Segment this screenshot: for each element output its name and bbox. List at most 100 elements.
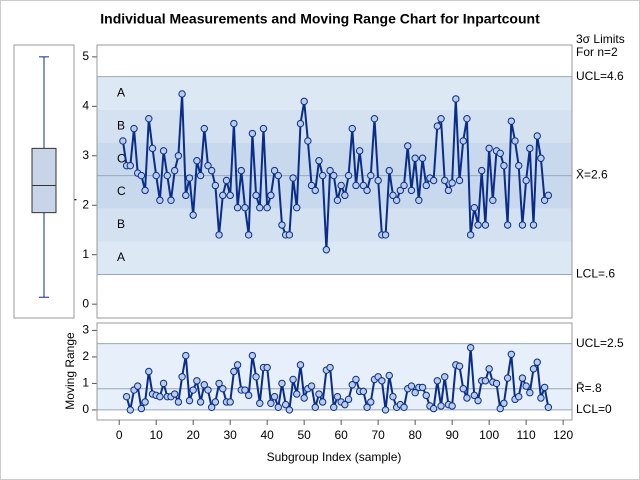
point	[152, 171, 160, 180]
point	[244, 391, 253, 400]
x-tick-label: 50	[297, 428, 311, 442]
zone-band	[97, 208, 572, 242]
y-axis-label: Moving Range	[63, 332, 77, 410]
point	[381, 231, 390, 239]
zone-label: C	[117, 184, 126, 198]
point	[311, 186, 319, 195]
point	[267, 191, 275, 200]
point	[215, 231, 223, 239]
point	[507, 117, 516, 125]
point	[315, 390, 323, 398]
point	[511, 137, 519, 145]
point	[367, 398, 375, 406]
point	[252, 191, 260, 200]
point	[396, 186, 405, 195]
point	[241, 204, 249, 212]
limit-label: X̄=2.6	[576, 168, 608, 182]
x-tick-label: 20	[187, 428, 201, 442]
point	[233, 361, 242, 369]
point	[463, 394, 471, 402]
point	[392, 196, 401, 204]
point	[259, 124, 268, 133]
point	[422, 391, 430, 400]
zone-band	[97, 76, 572, 110]
point	[278, 221, 286, 229]
point	[252, 373, 260, 381]
plot-frame	[96, 44, 573, 319]
point	[330, 403, 338, 411]
point	[363, 403, 371, 411]
zone-band	[97, 241, 572, 275]
point	[500, 161, 508, 170]
point	[241, 386, 249, 394]
zone-label: C	[117, 151, 126, 165]
point	[267, 399, 275, 408]
point	[492, 379, 501, 388]
y-tick-label: 5	[82, 49, 89, 63]
point	[522, 176, 530, 185]
point	[330, 171, 338, 180]
point	[193, 157, 201, 165]
limit-label: UCL=2.5	[576, 336, 624, 350]
point	[315, 157, 323, 165]
point	[219, 191, 227, 200]
point	[441, 373, 449, 381]
point	[326, 363, 334, 372]
limit-label: LCL=.6	[576, 267, 615, 281]
point	[311, 403, 319, 411]
point	[389, 191, 397, 200]
point	[148, 144, 157, 153]
x-tick-label: 60	[334, 428, 348, 442]
point	[352, 181, 360, 190]
x-tick-label: 70	[371, 428, 385, 442]
point	[119, 137, 127, 145]
point	[167, 196, 175, 204]
point	[537, 154, 545, 162]
limit-label: R̄=.8	[576, 381, 602, 395]
point	[156, 392, 164, 401]
point	[474, 221, 482, 229]
point	[544, 403, 553, 411]
point	[448, 402, 456, 410]
point	[285, 231, 294, 239]
point	[163, 171, 171, 180]
point	[237, 166, 245, 175]
zone-label: A	[117, 250, 125, 264]
point	[122, 392, 131, 401]
point	[400, 403, 408, 411]
point	[500, 399, 508, 408]
point	[359, 181, 368, 190]
point	[300, 394, 308, 402]
point	[285, 406, 294, 414]
x-tick-label: 80	[408, 428, 422, 442]
point	[540, 383, 549, 392]
point	[370, 114, 379, 123]
point	[185, 174, 194, 182]
point	[126, 406, 134, 414]
point	[444, 186, 453, 195]
point	[363, 186, 371, 195]
point	[244, 231, 253, 239]
point	[489, 196, 497, 204]
point	[433, 122, 442, 130]
point	[159, 379, 168, 388]
point	[407, 186, 416, 195]
point	[126, 161, 134, 170]
point	[145, 114, 153, 123]
point	[182, 351, 190, 360]
point	[182, 191, 190, 200]
point	[452, 95, 460, 103]
point	[293, 204, 301, 212]
x-tick-label: 40	[260, 428, 274, 442]
y-tick-label: 1	[82, 247, 89, 261]
point	[185, 396, 194, 405]
point	[529, 365, 538, 373]
y-tick-label: 2	[82, 197, 89, 211]
point	[193, 377, 201, 385]
point	[159, 147, 168, 155]
point	[211, 181, 220, 190]
point	[367, 171, 375, 180]
point	[526, 389, 534, 397]
point	[470, 204, 479, 212]
